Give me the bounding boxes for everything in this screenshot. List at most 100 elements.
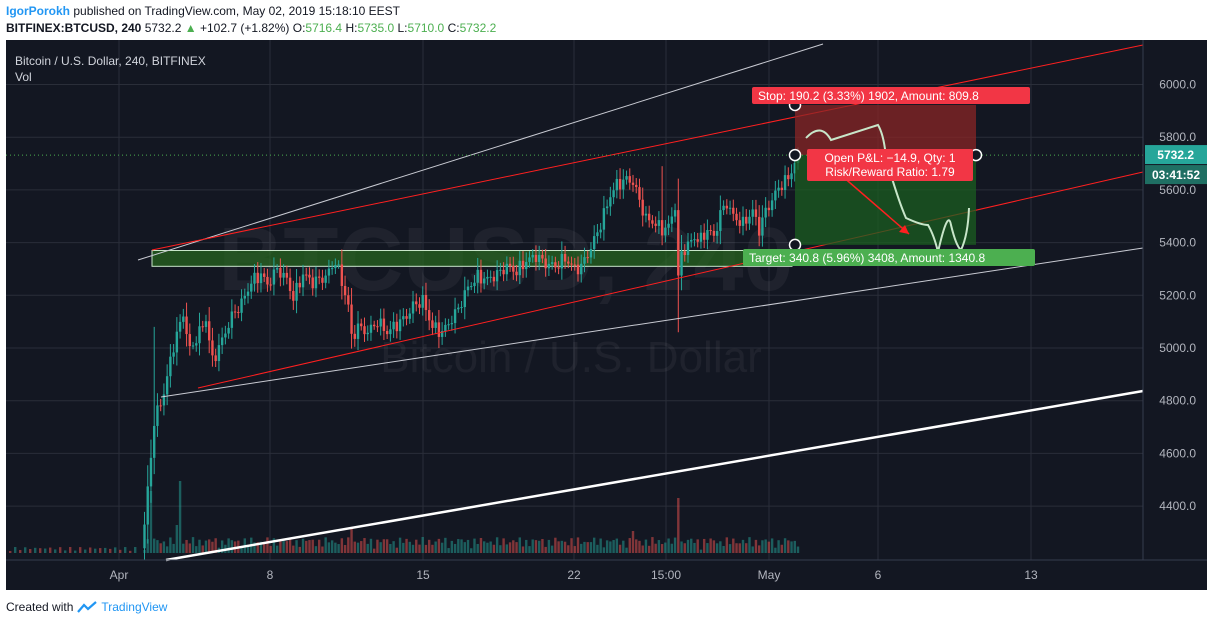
drag-handle[interactable] [788,148,802,162]
candle-body [473,282,476,287]
candle-body [761,217,764,236]
volume-bar [657,540,661,553]
candle-body [353,333,356,339]
volume-bar [204,540,208,553]
volume-bar [195,546,198,553]
x-tick-label: 13 [1024,568,1038,582]
volume-bar [188,543,191,553]
volume-bar [751,546,754,553]
time-axis[interactable]: Apr 8 15 22 15:00 May 6 13 [110,568,1038,582]
candle-body [631,182,635,185]
candle-body [602,208,606,230]
y-tick-label: 4800.0 [1159,394,1196,408]
candle-body [385,330,389,335]
volume-bar [651,537,654,553]
y-tick-label: 6000.0 [1159,78,1196,92]
volume-bar [486,542,489,553]
volume-bar [292,545,295,553]
candle-body [605,206,609,209]
trend-lines [137,43,1144,562]
volume-bar [476,543,479,553]
candle-body [389,329,392,335]
volume-bar [94,548,97,553]
volume-bar [512,540,515,553]
volume-bar [690,538,693,553]
candle-body [411,301,415,314]
candle-body [502,269,505,275]
volume-bar [389,543,392,553]
candle-body [204,321,208,327]
target-label-box [743,249,1035,266]
candle-body [198,326,201,344]
volume-bar [686,539,690,553]
volume-bar [411,544,415,553]
y-tick-label: 4600.0 [1159,446,1196,460]
volume-bar [793,540,796,553]
candle-body [677,210,680,276]
candle-body [347,295,350,305]
volume-bar [683,543,686,553]
candle-body [343,285,347,296]
candle-body [350,304,353,334]
candle-body [143,524,146,549]
volume-bar [64,550,67,553]
volume-bar [162,541,166,553]
candle-body [237,312,240,314]
candle-body [738,220,741,226]
candle-body [437,322,441,337]
candle-body [499,269,502,271]
volume-bar [124,547,127,553]
candle-body [402,316,405,320]
volume-bar [169,537,172,553]
tradingview-link[interactable]: TradingView [101,600,168,614]
candle-body [308,274,311,278]
volume-bar [735,543,738,553]
candle-body [635,184,638,188]
volume-bar [463,542,466,553]
candle-body [324,275,327,283]
volume-bar [253,542,256,553]
candle-body [188,334,191,347]
candle-body [767,207,771,211]
volume-bar [39,548,42,553]
volume-bar [528,546,531,553]
volume-bar [719,541,722,553]
candle-body [259,273,263,284]
candle-body [641,199,644,216]
position-tool[interactable]: Stop: 190.2 (3.33%) 1902, Amount: 809.8 O… [6,87,1143,266]
candle-body [211,340,214,356]
candle-body [576,264,580,275]
candle-body [479,269,483,284]
volume-bar [783,538,787,553]
candle-body [622,179,625,190]
volume-bar [356,542,360,553]
price-chart[interactable]: BTCUSD, 240 Bitcoin / U.S. Dollar Stop: … [6,40,1207,590]
author-link[interactable]: IgorPorokh [6,4,71,18]
x-tick-label: 22 [567,568,581,582]
volume-bar [696,539,699,553]
volume-bar [182,543,185,553]
price-axis[interactable]: 6000.0 5800.0 5600.0 5400.0 5200.0 5000.0 4800… [1145,78,1207,514]
candle-body [191,345,195,347]
candle-body [266,276,269,285]
red-channel-lower [197,171,1144,389]
volume-bar [612,540,615,553]
volume-bar [631,531,635,553]
volume-bar [114,547,117,553]
volume-bar [741,539,745,553]
candle-body [638,187,641,200]
candle-body [609,197,612,207]
candle-body [783,175,787,190]
volume-bar [340,538,344,553]
volume-bar [728,544,732,553]
drag-handle[interactable] [788,238,802,252]
candle-body [288,277,292,292]
candle-body [702,232,706,240]
candle-body [408,313,411,319]
candle-body [175,331,179,353]
candle-body [615,178,619,191]
volume-bar [408,541,411,553]
high-value: 5735.0 [357,21,395,35]
volume-bar [492,544,496,553]
volume-bar [547,539,551,553]
